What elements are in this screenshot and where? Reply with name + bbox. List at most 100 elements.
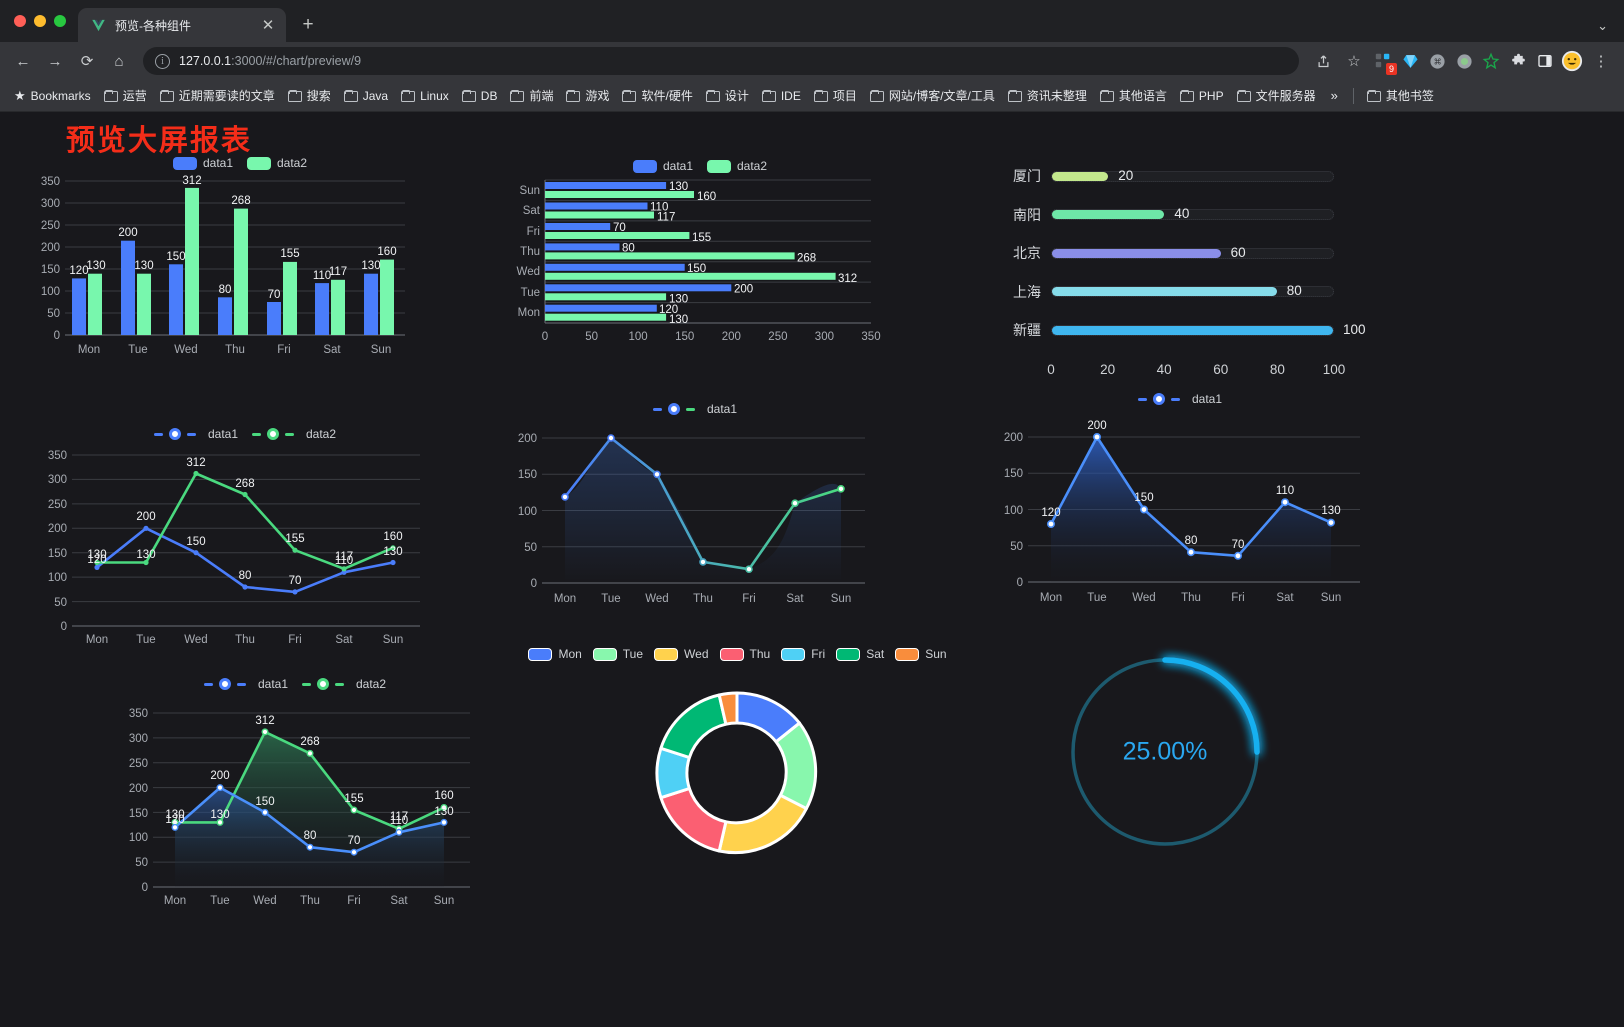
legend-item-fri[interactable]: Fri — [781, 647, 825, 661]
other-bookmarks-folder[interactable]: 其他书签 — [1361, 84, 1440, 107]
circle-icon[interactable] — [1451, 48, 1477, 74]
svg-text:160: 160 — [377, 246, 396, 258]
bar-value-labels: 120 200 150 80 70 110 130 130 130 312 26… — [69, 175, 396, 301]
progress-row[interactable]: 南阳 40 — [995, 196, 1395, 235]
bookmark-folder[interactable]: 软件/硬件 — [616, 84, 698, 107]
svg-text:Mon: Mon — [554, 593, 576, 605]
legend-item-data2[interactable]: data2 — [707, 159, 767, 173]
bookmark-folder[interactable]: IDE — [756, 86, 807, 106]
bookmarks-bar: ★ Bookmarks 运营 近期需要读的文章 搜索 Java Linux DB… — [0, 80, 1624, 112]
legend-item-data1[interactable]: data1 — [203, 677, 288, 691]
bookmark-folder[interactable]: 运营 — [98, 84, 153, 107]
bookmark-folder[interactable]: 设计 — [700, 84, 755, 107]
progress-fill — [1052, 287, 1277, 297]
profile-avatar[interactable] — [1559, 48, 1585, 74]
svg-text:150: 150 — [518, 469, 537, 481]
legend-item-sun[interactable]: Sun — [895, 647, 947, 661]
svg-text:Mon: Mon — [86, 634, 108, 646]
command-icon[interactable]: ⌘ — [1424, 48, 1450, 74]
bars-row[interactable] — [545, 304, 667, 321]
bookmark-folder[interactable]: 近期需要读的文章 — [154, 84, 281, 107]
diamond-icon[interactable] — [1397, 48, 1423, 74]
legend-item-mon[interactable]: Mon — [528, 647, 582, 661]
legend-item-data1[interactable]: data1 — [632, 159, 693, 173]
bookmark-folder[interactable]: Java — [338, 86, 394, 106]
svg-text:Tue: Tue — [210, 895, 229, 907]
progress-row[interactable]: 北京 60 — [995, 234, 1395, 273]
svg-text:Wed: Wed — [517, 266, 540, 278]
address-bar[interactable]: i 127.0.0.1:3000/#/chart/preview/9 — [143, 47, 1299, 75]
close-window-button[interactable] — [14, 15, 26, 27]
progress-row[interactable]: 上海 80 — [995, 273, 1395, 312]
y-axis-labels: Sun Sat Fri Thu Wed Tue Mon — [517, 185, 541, 319]
x-axis-labels: Mon Tue Wed Thu Fri Sat Sun — [164, 895, 454, 907]
bookmark-folder[interactable]: 资讯未整理 — [1002, 84, 1093, 107]
share-icon[interactable] — [1308, 46, 1338, 76]
donut-slices[interactable] — [655, 691, 818, 855]
bookmark-folder[interactable]: DB — [456, 86, 504, 106]
bars-row[interactable] — [545, 223, 690, 239]
legend-item-tue[interactable]: Tue — [592, 647, 644, 661]
bars-row[interactable] — [545, 182, 694, 198]
gridlines — [544, 179, 871, 324]
legend-item-data1[interactable]: data1 — [172, 156, 233, 170]
svg-text:250: 250 — [48, 499, 67, 511]
puzzle-icon[interactable] — [1505, 48, 1531, 74]
bookmark-folder[interactable]: 网站/博客/文章/工具 — [864, 84, 1001, 107]
bookmark-label: 网站/博客/文章/工具 — [888, 89, 995, 103]
legend-item-data1[interactable]: data1 — [652, 402, 737, 416]
bookmark-star-icon[interactable]: ☆ — [1347, 53, 1361, 70]
kebab-menu-icon[interactable]: ⋮ — [1593, 53, 1609, 70]
legend-item-wed[interactable]: Wed — [654, 647, 709, 661]
bookmark-folder[interactable]: 项目 — [808, 84, 863, 107]
close-tab-button[interactable]: ✕ — [261, 17, 275, 34]
grid-badge-icon[interactable]: 9 — [1370, 48, 1397, 75]
bookmark-folder[interactable]: Linux — [395, 86, 455, 106]
back-button[interactable]: ← — [15, 52, 31, 70]
bookmark-folder[interactable]: 其他语言 — [1094, 84, 1173, 107]
svg-text:150: 150 — [129, 808, 148, 820]
reload-button[interactable]: ⟳ — [80, 53, 94, 70]
new-tab-button[interactable]: + — [302, 14, 314, 35]
legend-label: Tue — [622, 647, 644, 661]
svg-text:200: 200 — [41, 242, 60, 254]
bars-row[interactable] — [545, 243, 795, 260]
bookmark-folder[interactable]: 文件服务器 — [1231, 84, 1322, 107]
legend-item-data2[interactable]: data2 — [302, 677, 386, 691]
legend-item-data2[interactable]: data2 — [252, 427, 336, 441]
bookmark-folder[interactable]: 前端 — [504, 84, 559, 107]
forward-button[interactable]: → — [47, 52, 63, 70]
legend-item-data2[interactable]: data2 — [247, 156, 307, 170]
side-panel-icon[interactable] — [1532, 48, 1558, 74]
folder-icon — [869, 89, 884, 102]
home-button[interactable]: ⌂ — [114, 52, 124, 70]
bars-row[interactable] — [545, 202, 654, 219]
bookmark-folder[interactable]: 搜索 — [282, 84, 337, 107]
bookmarks-root[interactable]: ★ Bookmarks — [8, 85, 97, 107]
bookmark-folder[interactable]: 游戏 — [560, 84, 615, 107]
maximize-window-button[interactable] — [54, 15, 66, 27]
legend-item-data1[interactable]: data1 — [1137, 392, 1222, 406]
progress-row[interactable]: 厦门 20 — [995, 157, 1395, 196]
minimize-window-button[interactable] — [34, 15, 46, 27]
tab-search-chevron-down-icon[interactable]: ⌄ — [1597, 18, 1608, 33]
bookmarks-overflow-button[interactable]: » — [1330, 88, 1338, 103]
site-info-icon[interactable]: i — [155, 53, 170, 69]
bookmark-folder[interactable]: PHP — [1174, 86, 1230, 106]
browser-toolbar: ← → ⟳ ⌂ i 127.0.0.1:3000/#/chart/preview… — [0, 42, 1624, 80]
svg-text:80: 80 — [1185, 535, 1198, 547]
bars-row[interactable] — [545, 284, 732, 301]
legend-item-sat[interactable]: Sat — [836, 647, 884, 661]
bars-row[interactable] — [545, 263, 836, 280]
legend-item-thu[interactable]: Thu — [719, 647, 770, 661]
progress-row[interactable]: 新疆 100 — [995, 311, 1395, 350]
legend-label: data2 — [737, 159, 768, 173]
star-outline-icon[interactable] — [1478, 48, 1504, 74]
legend-item-data1[interactable]: data1 — [153, 427, 238, 441]
svg-text:Thu: Thu — [1181, 592, 1201, 604]
url-host: 127.0.0.1 — [179, 54, 232, 68]
svg-text:Fri: Fri — [347, 895, 360, 907]
bars-data1[interactable] — [72, 240, 378, 335]
bars-data2[interactable] — [88, 187, 394, 335]
browser-tab[interactable]: 预览-各种组件 ✕ — [78, 8, 286, 42]
